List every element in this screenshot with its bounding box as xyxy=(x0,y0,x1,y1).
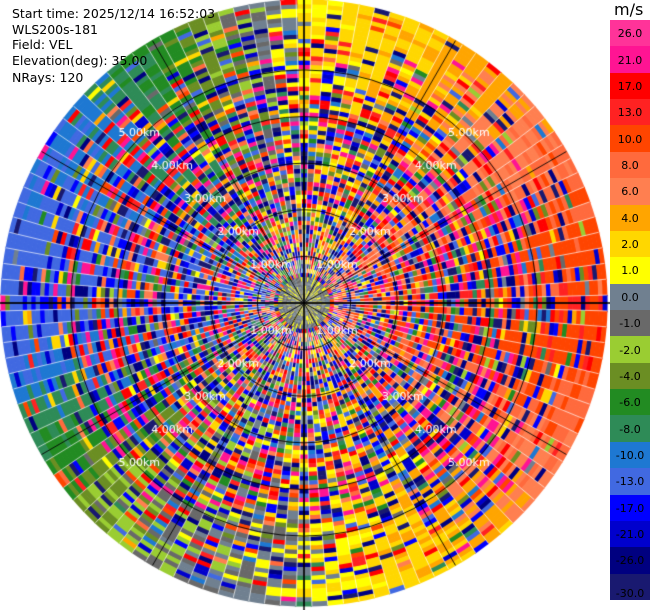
instrument-text: WLS200s-181 xyxy=(12,22,98,37)
colorbar-segment xyxy=(610,310,650,337)
colorbar-segment xyxy=(610,468,650,496)
colorbar-tick-label: 21.0 xyxy=(617,53,643,67)
colorbar-segment xyxy=(610,20,650,47)
colorbar-tick-label: 13.0 xyxy=(617,106,643,120)
colorbar-segment xyxy=(610,547,650,575)
colorbar-segment xyxy=(610,494,650,522)
colorbar-tick-label: -10.0 xyxy=(615,449,645,462)
colorbar-tick-label: -6.0 xyxy=(619,396,641,410)
colorbar-segment xyxy=(610,72,650,100)
colorbar-segment xyxy=(610,336,650,364)
nrays-text: NRays: 120 xyxy=(12,70,84,85)
colorbar-tick-label: 26.0 xyxy=(617,27,643,41)
colorbar-segment xyxy=(610,573,650,601)
colorbar-segment xyxy=(610,204,650,232)
colorbar-tick-label: -2.0 xyxy=(619,343,641,357)
colorbar-segment xyxy=(610,283,650,311)
field-text: Field: VEL xyxy=(12,37,73,52)
colorbar-segment xyxy=(610,389,650,416)
colorbar-segment xyxy=(610,46,650,74)
colorbar-tick-label: 0.0 xyxy=(621,290,639,304)
colorbar-tick-label: 17.0 xyxy=(617,79,643,93)
colorbar-segment xyxy=(610,178,650,206)
colorbar-segment xyxy=(610,230,650,258)
colorbar-unit: m/s xyxy=(614,0,644,19)
colorbar-tick-label: 8.0 xyxy=(621,159,639,172)
colorbar-tick-label: 1.0 xyxy=(621,264,639,278)
colorbar-segment xyxy=(610,520,650,548)
colorbar-segment xyxy=(610,415,650,443)
elevation-text: Elevation(deg): 35.00 xyxy=(12,53,148,68)
colorbar-tick-label: -21.0 xyxy=(615,528,645,542)
colorbar-segment xyxy=(610,151,650,179)
colorbar-tick-label: -30.0 xyxy=(615,587,645,600)
colorbar-tick-label: 4.0 xyxy=(621,211,639,225)
start-time-text: Start time: 2025/12/14 16:52:03 xyxy=(12,6,216,21)
colorbar-tick-label: -17.0 xyxy=(615,501,645,515)
colorbar-tick-label: -1.0 xyxy=(619,317,641,331)
colorbar-segment xyxy=(610,441,650,469)
colorbar-segment xyxy=(610,257,650,285)
colorbar-segment xyxy=(610,99,650,126)
colorbar-tick-label: -13.0 xyxy=(615,475,645,489)
colorbar: 26.0 21.0 17.0 13.0 10.0 8.0 6.0 4.0 2.0 1.0 0.0 -1… xyxy=(610,20,650,601)
ppi-velocity-plot xyxy=(0,0,610,610)
colorbar-segment xyxy=(610,362,650,390)
colorbar-segment xyxy=(610,125,650,153)
colorbar-tick-label: -26.0 xyxy=(615,554,645,568)
colorbar-tick-label: 2.0 xyxy=(621,238,639,252)
colorbar-tick-label: -4.0 xyxy=(619,369,641,383)
colorbar-tick-label: 6.0 xyxy=(621,185,639,199)
colorbar-tick-label: -8.0 xyxy=(619,422,641,436)
colorbar-tick-label: 10.0 xyxy=(617,132,643,146)
